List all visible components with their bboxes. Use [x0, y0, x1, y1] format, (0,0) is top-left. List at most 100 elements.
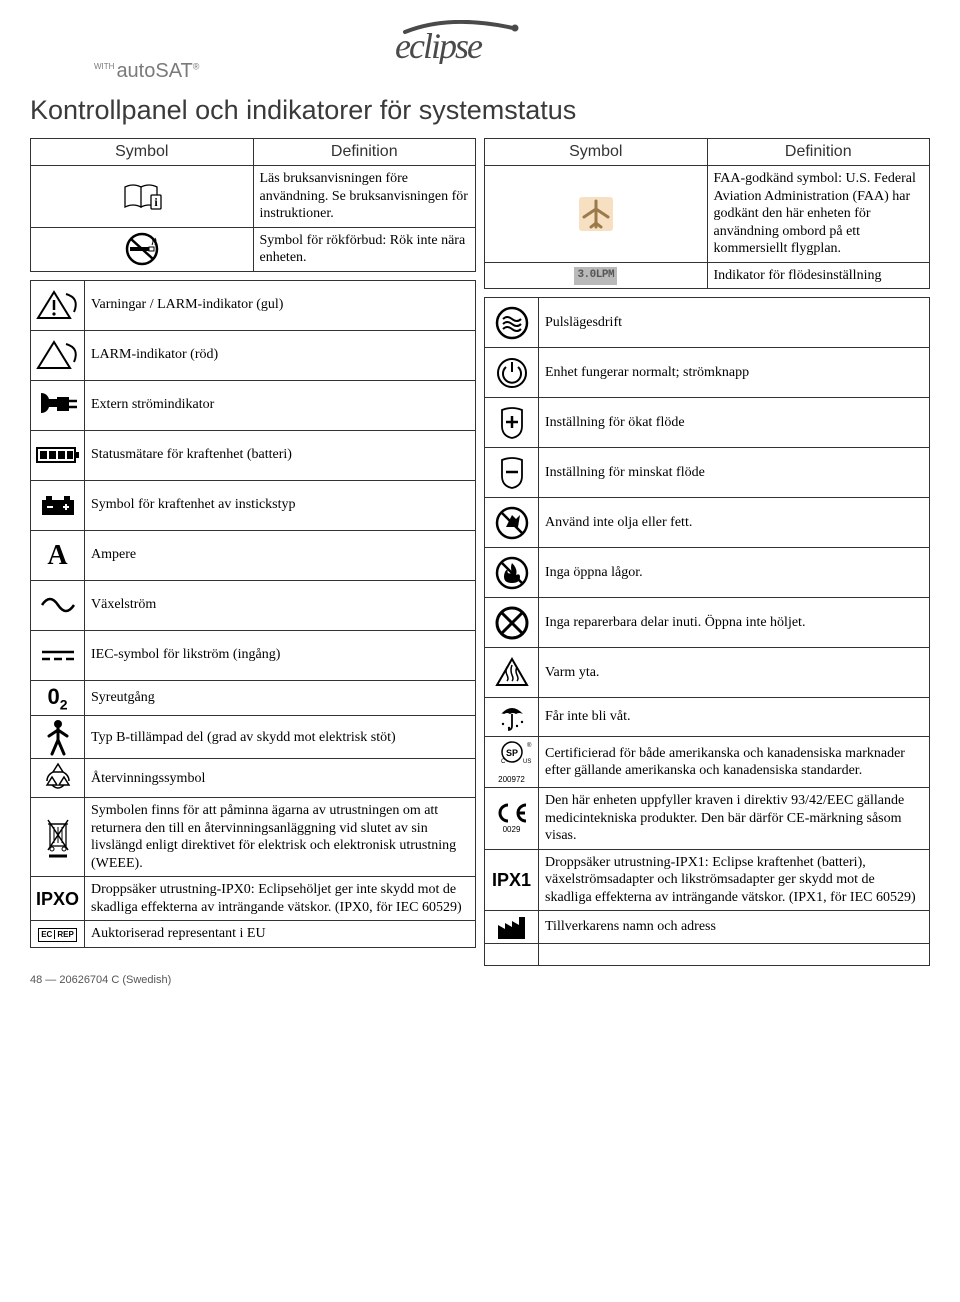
table-row: 0029 Den här enheten uppfyller kraven i …: [485, 788, 930, 850]
battery-gauge-icon: [33, 444, 82, 466]
table-row: Inställning för minskat flöde: [485, 448, 930, 498]
def-text: IEC-symbol för likström (ingång): [85, 630, 476, 680]
no-oil-icon: [487, 505, 536, 541]
table-row: Symbol för rökförbud: Rök inte nära enhe…: [31, 227, 476, 271]
def-text: Återvinningssymbol: [85, 759, 476, 798]
table-row: Extern strömindikator: [31, 380, 476, 430]
ec-rep-icon: ECREP: [38, 928, 77, 942]
table-row: FAA-godkänd symbol: U.S. Federal Aviatio…: [485, 166, 930, 263]
col-header-definition: Definition: [707, 139, 930, 166]
weee-bin-icon: [33, 816, 82, 858]
def-text: Enhet fungerar normalt; strömknapp: [539, 348, 930, 398]
table-row: 02 Syreutgång: [31, 680, 476, 716]
minus-shield-icon: [487, 456, 536, 490]
def-text: Certificierad för både amerikanska och k…: [539, 737, 930, 788]
table-row: Varningar / LARM-indikator (gul): [31, 280, 476, 330]
table-row: Får inte bli våt.: [485, 698, 930, 737]
def-text: Symbol för rökförbud: Rök inte nära enhe…: [253, 227, 476, 271]
table-row: Varm yta.: [485, 648, 930, 698]
umbrella-icon: [487, 700, 536, 734]
table-row: IPX1 Droppsäker utrustning-IPX1: Eclipse…: [485, 849, 930, 911]
def-text: Inga reparerbara delar inuti. Öppna inte…: [539, 598, 930, 648]
table-row: [485, 944, 930, 966]
def-text: Droppsäker utrustning-IPX0: Eclipsehölje…: [85, 877, 476, 921]
table-row: IEC-symbol för likström (ingång): [31, 630, 476, 680]
no-open-icon: [487, 605, 536, 641]
ampere-icon: A: [47, 540, 67, 571]
logo-block: eclipse WITHautoSAT®: [30, 20, 930, 83]
logo-with: WITH: [94, 62, 114, 71]
lpm-icon: 3.0LPM: [574, 267, 617, 285]
table-row: Växelström: [31, 580, 476, 630]
def-text: Den här enheten uppfyller kraven i direk…: [539, 788, 930, 850]
def-text: Växelström: [85, 580, 476, 630]
no-smoke-icon: [33, 231, 251, 267]
table-row: Tillverkarens namn och adress: [485, 911, 930, 944]
table-row: Symbol för kraftenhet av instickstyp: [31, 480, 476, 530]
table-row: Pulslägesdrift: [485, 298, 930, 348]
csa-code: 200972: [487, 775, 536, 785]
table-row: LARM-indikator (röd): [31, 330, 476, 380]
left-top-table: Symbol Definition i Läs bruksanvisningen…: [30, 138, 476, 272]
def-text: Statusmätare för kraftenhet (batteri): [85, 430, 476, 480]
def-text: Symbol för kraftenhet av instickstyp: [85, 480, 476, 530]
right-column: Symbol Definition FAA-godkänd symbol: U.…: [484, 138, 930, 966]
warning-triangle-icon: [33, 288, 82, 322]
svg-text:eclipse: eclipse: [395, 26, 483, 64]
faa-plane-icon: [487, 195, 705, 233]
o2-icon: 02: [47, 684, 67, 709]
table-row: Statusmätare för kraftenhet (batteri): [31, 430, 476, 480]
def-text: Inställning för ökat flöde: [539, 398, 930, 448]
recycle-icon: [33, 761, 82, 795]
table-row: Inställning för ökat flöde: [485, 398, 930, 448]
col-header-symbol: Symbol: [485, 139, 708, 166]
right-main-table: Pulslägesdrift Enhet fungerar normalt; s…: [484, 297, 930, 966]
table-row: Använd inte olja eller fett.: [485, 498, 930, 548]
def-text: FAA-godkänd symbol: U.S. Federal Aviatio…: [707, 166, 930, 263]
page-footer: 48 — 20626704 C (Swedish): [30, 974, 171, 986]
table-row: 3.0LPM Indikator för flödesinställning: [485, 262, 930, 289]
pulse-waves-icon: [487, 305, 536, 341]
ce-code: 0029: [487, 825, 536, 835]
page-title: Kontrollpanel och indikatorer för system…: [30, 95, 930, 126]
def-text: Droppsäker utrustning-IPX1: Eclipse kraf…: [539, 849, 930, 911]
table-row: A Ampere: [31, 530, 476, 580]
def-text: Varningar / LARM-indikator (gul): [85, 280, 476, 330]
right-top-table: Symbol Definition FAA-godkänd symbol: U.…: [484, 138, 930, 289]
logo-main: eclipse: [30, 20, 930, 64]
ce-mark-icon: 0029: [487, 801, 536, 835]
col-header-symbol: Symbol: [31, 139, 254, 166]
table-row: SPCUS® 200972 Certificierad för både ame…: [485, 737, 930, 788]
alarm-triangle-icon: [33, 338, 82, 372]
table-row: ECREP Auktoriserad representant i EU: [31, 921, 476, 948]
dc-dash-icon: [33, 647, 82, 663]
book-info-icon: i: [33, 181, 251, 211]
factory-icon: [487, 913, 536, 941]
logo-reg: ®: [193, 61, 200, 71]
no-flame-icon: [487, 555, 536, 591]
ac-wave-icon: [33, 595, 82, 615]
def-text: Typ B-tillämpad del (grad av skydd mot e…: [85, 716, 476, 759]
def-text: Varm yta.: [539, 648, 930, 698]
ipx1-icon: IPX1: [492, 870, 531, 890]
svg-text:C: C: [501, 759, 506, 765]
def-text: Får inte bli våt.: [539, 698, 930, 737]
type-b-person-icon: [33, 718, 82, 756]
power-button-icon: [487, 356, 536, 390]
def-text: Läs bruksanvisningen före användning. Se…: [253, 166, 476, 228]
csa-icon: SPCUS® 200972: [487, 739, 536, 785]
def-text: Använd inte olja eller fett.: [539, 498, 930, 548]
table-row: Enhet fungerar normalt; strömknapp: [485, 348, 930, 398]
table-row: Återvinningssymbol: [31, 759, 476, 798]
def-text: Indikator för flödesinställning: [707, 262, 930, 289]
table-row: Typ B-tillämpad del (grad av skydd mot e…: [31, 716, 476, 759]
table-row: Inga reparerbara delar inuti. Öppna inte…: [485, 598, 930, 648]
table-row: i Läs bruksanvisningen före användning. …: [31, 166, 476, 228]
def-text: LARM-indikator (röd): [85, 330, 476, 380]
hot-surface-icon: [487, 657, 536, 689]
def-text: Inga öppna lågor.: [539, 548, 930, 598]
def-text: [539, 944, 930, 966]
def-text: Inställning för minskat flöde: [539, 448, 930, 498]
def-text: Extern strömindikator: [85, 380, 476, 430]
plug-icon: [33, 391, 82, 419]
